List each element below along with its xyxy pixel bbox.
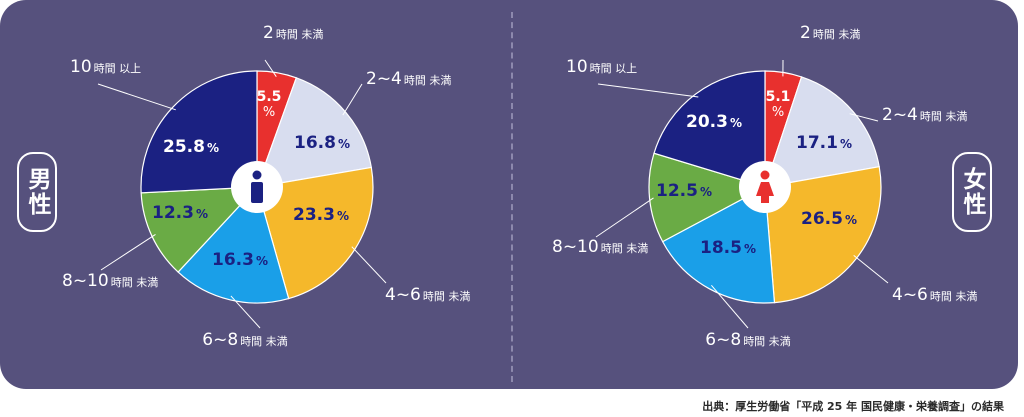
male-value-label-5: 25.8% xyxy=(163,137,219,157)
female-leader-line-3 xyxy=(711,284,749,329)
male-category-label-5: 10 時間 以上 xyxy=(70,57,141,77)
female-value-label-0: 5.1% xyxy=(766,89,791,120)
female-category-label-5: 10 時間 以上 xyxy=(566,57,637,77)
male-value-label-3: 16.3% xyxy=(212,250,268,270)
male-slice-2 xyxy=(256,166,374,300)
male-value-label-4: 12.3% xyxy=(152,203,208,223)
male-leader-line-4 xyxy=(100,233,156,271)
female-value-label-5: 20.3% xyxy=(686,112,742,132)
male-leader-line-5 xyxy=(97,83,176,111)
male-slice-3 xyxy=(177,185,290,304)
female-value-label-4: 12.5% xyxy=(656,181,712,201)
female-slice-1 xyxy=(764,76,880,188)
female-leader-line-1 xyxy=(849,113,879,122)
male-icon xyxy=(231,161,283,213)
female-leader-line-5 xyxy=(597,83,699,98)
male-value-label-1: 16.8% xyxy=(294,133,350,153)
male-value-label-0: 5.5% xyxy=(257,89,282,120)
male-leader-line-3 xyxy=(230,295,261,329)
male-value-label-2: 23.3% xyxy=(293,205,349,225)
male-leader-line-2 xyxy=(351,246,387,284)
female-category-label-3: 6~8 時間 未満 xyxy=(705,330,790,350)
male-category-label-2: 4~6 時間 未満 xyxy=(385,285,470,305)
female-leader-line-2 xyxy=(853,255,889,284)
female-slice-4 xyxy=(648,152,767,243)
female-slice-3 xyxy=(661,186,776,304)
male-slice-5 xyxy=(140,70,258,194)
source-note: 出典：厚生労働省「平成 25 年 国民健康・栄養調査」の結果 xyxy=(702,400,1004,413)
male-leader-line-0 xyxy=(264,59,277,77)
female-category-label-4: 8~10 時間 未満 xyxy=(552,237,648,257)
male-leader-line-1 xyxy=(342,83,363,116)
male-category-label-4: 8~10 時間 未満 xyxy=(62,271,158,291)
male-category-label-0: 2 時間 未満 xyxy=(263,23,323,43)
female-value-label-1: 17.1% xyxy=(796,133,852,153)
male-label: 男性 xyxy=(17,152,57,232)
female-leader-line-4 xyxy=(595,197,654,238)
panel-divider xyxy=(511,12,513,382)
female-slice-5 xyxy=(653,70,766,188)
male-slice-4 xyxy=(140,186,259,273)
male-category-label-3: 6~8 時間 未満 xyxy=(202,330,287,350)
female-icon xyxy=(739,161,791,213)
female-value-label-2: 26.5% xyxy=(801,209,857,229)
female-category-label-2: 4~6 時間 未満 xyxy=(892,285,977,305)
female-category-label-0: 2 時間 未満 xyxy=(800,23,860,43)
male-slice-1 xyxy=(256,77,373,188)
pie-charts: 2 時間 未満 2~4 時間 未満 4~6 時間 未満 6~8 時間 未満 8~10 時間 未満 1… xyxy=(62,23,977,350)
female-category-label-1: 2~4 時間 未満 xyxy=(882,105,967,125)
female-value-label-3: 18.5% xyxy=(700,238,756,258)
female-label: 女性 xyxy=(952,152,992,232)
male-category-label-1: 2~4 時間 未満 xyxy=(366,69,451,89)
